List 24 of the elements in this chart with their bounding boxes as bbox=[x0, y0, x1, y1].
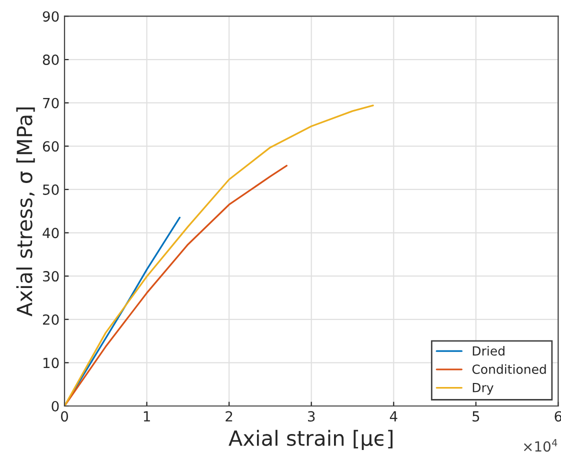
y-tick-label: 50 bbox=[43, 184, 59, 195]
y-tick-label: 80 bbox=[42, 54, 59, 66]
x-tick-label: 0 bbox=[61, 411, 68, 422]
x-tick-label: 4 bbox=[390, 411, 398, 422]
text: ×10$^{4}$ bbox=[524, 439, 558, 452]
x-axis-title: Axial strain [μϵ] bbox=[228, 430, 392, 450]
x-tick-label: 2 bbox=[226, 411, 232, 422]
y-tick-label: 60 bbox=[42, 141, 59, 152]
y-tick-label: 90 bbox=[42, 11, 59, 22]
x-tick-label: 5 bbox=[472, 411, 480, 422]
x-tick-label: 1 bbox=[144, 411, 150, 422]
y-tick-label: 30 bbox=[43, 271, 59, 282]
legend-label: Conditioned bbox=[472, 364, 546, 374]
y-tick-label: 70 bbox=[43, 98, 59, 108]
y-tick-label: 10 bbox=[44, 358, 59, 368]
y-axis-title: Axial stress, σ [MPa] bbox=[16, 107, 35, 316]
y-tick-label: 40 bbox=[42, 228, 59, 238]
line-series bbox=[64, 164, 288, 406]
y-tick-label: 20 bbox=[43, 314, 59, 325]
y-tick-label: 0 bbox=[52, 400, 59, 412]
line-series bbox=[64, 104, 374, 406]
legend-label: Dried bbox=[472, 346, 504, 356]
legend-label: Dry bbox=[472, 383, 494, 395]
x-tick-label: 3 bbox=[308, 411, 315, 422]
